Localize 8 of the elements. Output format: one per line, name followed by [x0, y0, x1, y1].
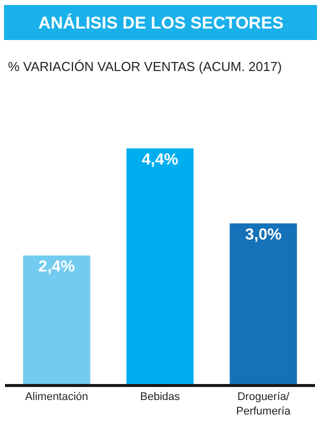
x-tick-label: Bebidas — [140, 391, 180, 404]
chart-title: ANÁLISIS DE LOS SECTORES — [38, 12, 284, 32]
x-tick-label: Alimentación — [25, 391, 88, 404]
chart-subtitle: % VARIACIÓN VALOR VENTAS (ACUM. 2017) — [8, 59, 282, 74]
x-tick-label: Droguería/ Perfumería — [236, 391, 292, 418]
data-label: 3,0% — [245, 226, 282, 244]
data-label: 4,4% — [142, 151, 178, 168]
data-label: 2,4% — [38, 258, 75, 276]
